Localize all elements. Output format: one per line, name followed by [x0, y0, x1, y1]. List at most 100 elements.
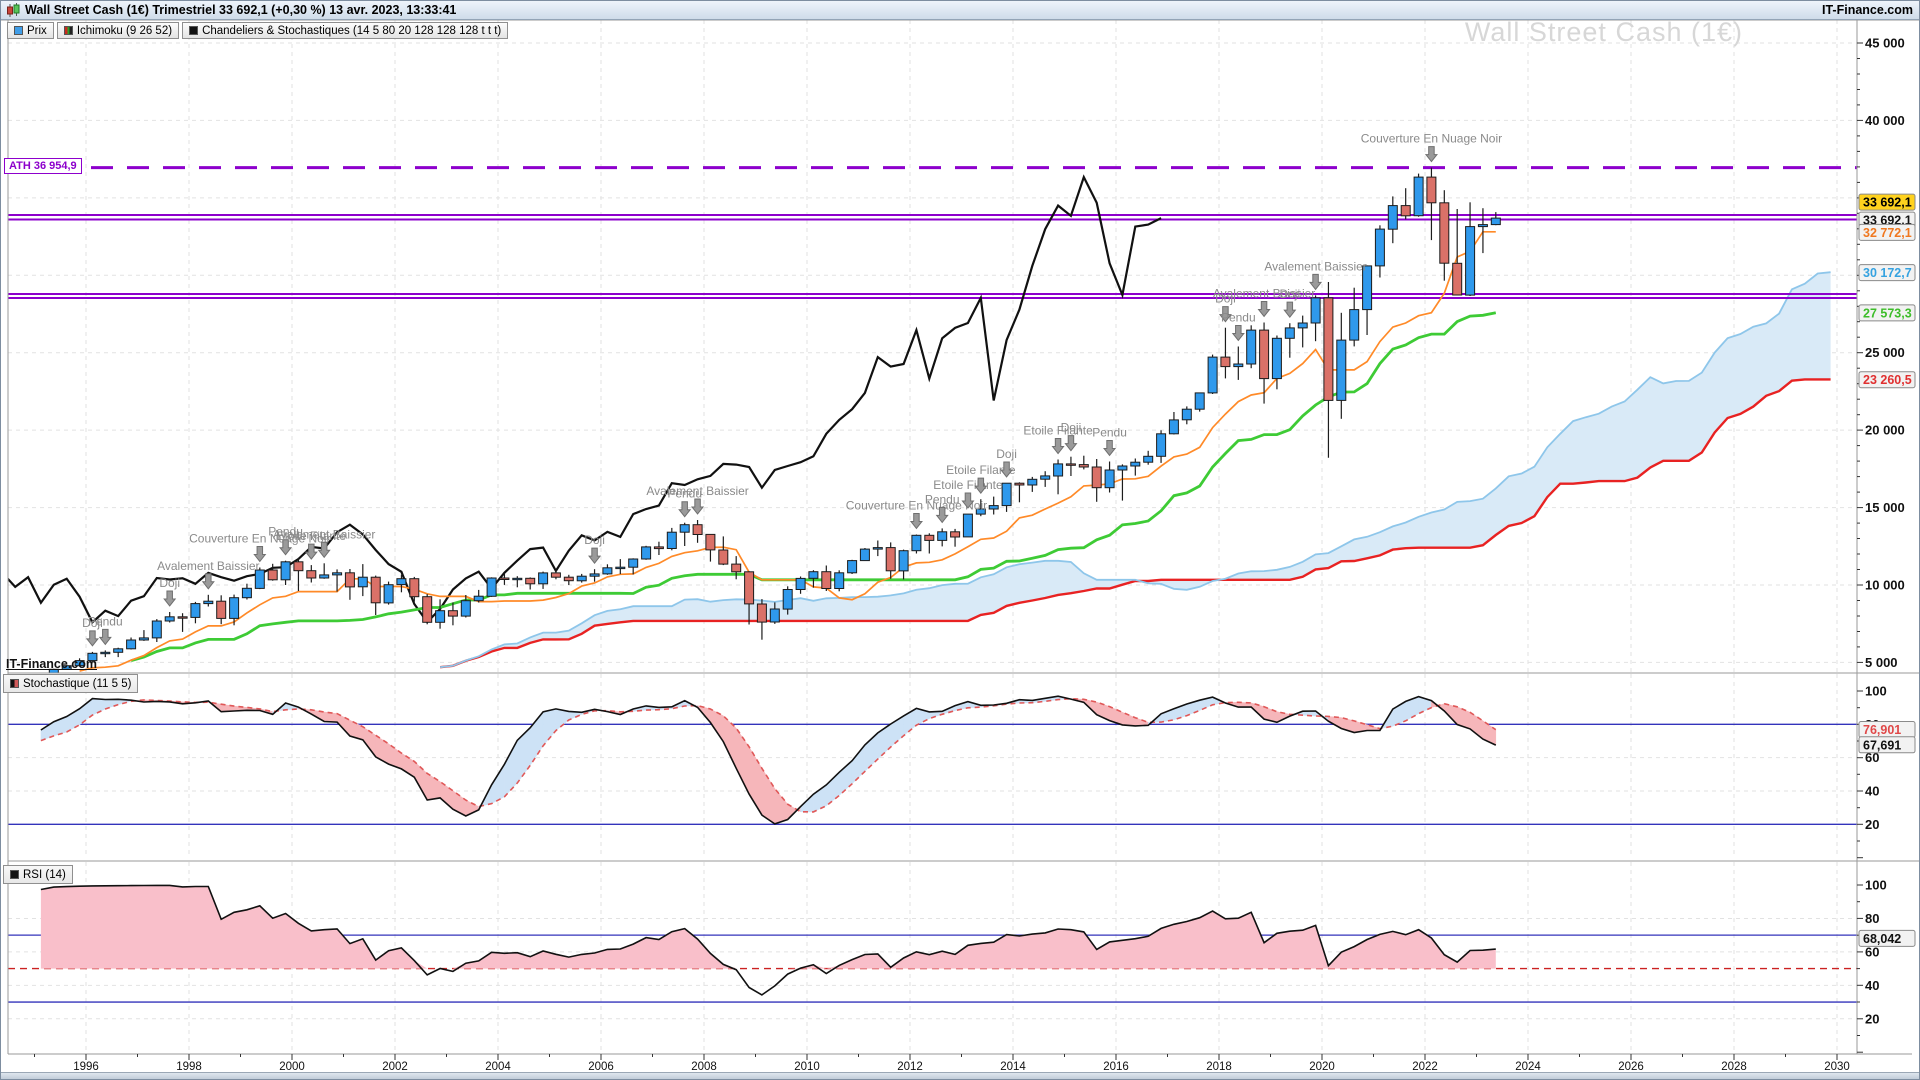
- pattern-arrow-icon: [85, 630, 99, 647]
- senkou-b-line: [439, 378, 1831, 669]
- pattern-arrow-icon: [1218, 306, 1232, 323]
- svg-text:2002: 2002: [382, 1061, 408, 1073]
- svg-text:Couverture En Nuage Noir: Couverture En Nuage Noir: [1361, 132, 1502, 146]
- svg-text:80: 80: [1865, 911, 1879, 926]
- svg-text:Pendu: Pendu: [1092, 425, 1127, 439]
- tab-rsi[interactable]: RSI (14): [3, 865, 73, 884]
- svg-text:33 692,1: 33 692,1: [1863, 196, 1912, 210]
- pattern-arrow-icon: [253, 546, 267, 563]
- tab-ichimoku[interactable]: Ichimoku (9 26 52): [56, 22, 180, 39]
- svg-text:2024: 2024: [1515, 1061, 1541, 1073]
- svg-text:Doji: Doji: [159, 576, 180, 590]
- svg-text:40: 40: [1865, 978, 1879, 993]
- svg-text:Pendu: Pendu: [88, 614, 123, 628]
- tenkan-line: [79, 230, 1496, 672]
- rsi-series-icon: [10, 870, 19, 879]
- itfinance-watermark: IT-Finance.com: [6, 657, 97, 671]
- time-axis: 1996 1998 2000 2002 2004 2006 2008 2010 2012 2014…: [34, 1054, 1850, 1073]
- rsi-fill: [40, 885, 1496, 969]
- pattern-arrow-icon: [317, 541, 331, 559]
- tab-stochastique[interactable]: Stochastique (11 5 5): [3, 674, 139, 693]
- svg-text:Avalement Baissier: Avalement Baissier: [157, 559, 260, 573]
- svg-text:20: 20: [1865, 817, 1879, 832]
- svg-text:100: 100: [1865, 684, 1887, 699]
- pattern-arrow-icon: [1000, 461, 1014, 478]
- svg-text:40: 40: [1865, 784, 1879, 799]
- pattern-arrow-icon: [1064, 435, 1078, 452]
- candles-layer: [48, 167, 1501, 673]
- svg-text:45 000: 45 000: [1865, 36, 1905, 51]
- rsi-line: [40, 884, 1496, 996]
- svg-text:2008: 2008: [691, 1061, 717, 1073]
- footer-strip: [1, 1072, 1919, 1079]
- svg-text:1998: 1998: [176, 1061, 202, 1073]
- axes-layer: 45 000 40 000 25 000 20 000 15 000 10 000 5 00…: [1, 19, 1919, 1055]
- title-bar: Wall Street Cash (1€) Trimestriel 33 692…: [1, 1, 1919, 20]
- svg-text:2016: 2016: [1103, 1061, 1129, 1073]
- svg-text:2004: 2004: [485, 1061, 511, 1073]
- svg-text:Doji: Doji: [82, 616, 103, 630]
- svg-text:Etoile Filante: Etoile Filante: [1023, 424, 1093, 438]
- svg-text:Avalement Baissier: Avalement Baissier: [1264, 259, 1367, 273]
- svg-text:40 000: 40 000: [1865, 113, 1905, 128]
- pattern-arrow-icon: [1103, 439, 1117, 457]
- svg-text:2018: 2018: [1206, 1061, 1232, 1073]
- pattern-arrow-icon: [935, 506, 949, 524]
- stochastic-panel[interactable]: [8, 674, 1857, 858]
- indicator-tabs: Prix Ichimoku (9 26 52) Chandeliers & St…: [7, 22, 509, 39]
- svg-text:Pendu: Pendu: [667, 487, 702, 501]
- ath-label[interactable]: ATH 36 954,9: [4, 158, 82, 174]
- svg-text:Avalement Baissier: Avalement Baissier: [646, 484, 749, 498]
- ichimoku-cloud: [440, 272, 1831, 668]
- candlestick-logo-icon: [7, 2, 20, 17]
- pattern-arrow-icon: [1283, 301, 1297, 318]
- stoch-fill: [40, 695, 1497, 825]
- pattern-arrow-icon: [304, 543, 318, 560]
- svg-text:23 260,5: 23 260,5: [1863, 373, 1912, 387]
- svg-text:2014: 2014: [1000, 1061, 1026, 1073]
- svg-text:Etoile Filante: Etoile Filante: [933, 478, 1003, 492]
- svg-text:5 000: 5 000: [1865, 655, 1898, 670]
- brand-link[interactable]: IT-Finance.com: [1822, 3, 1913, 17]
- svg-text:Avalement Baissier: Avalement Baissier: [273, 527, 376, 541]
- svg-text:2006: 2006: [588, 1061, 614, 1073]
- svg-text:Doji: Doji: [1061, 421, 1082, 435]
- svg-text:67,691: 67,691: [1863, 738, 1901, 752]
- pattern-arrow-icon: [1231, 324, 1245, 342]
- svg-text:Couverture En Nuage Noir: Couverture En Nuage Noir: [189, 532, 330, 546]
- svg-text:100: 100: [1865, 878, 1887, 893]
- svg-text:76,901: 76,901: [1863, 723, 1901, 737]
- rsi-panel[interactable]: [8, 862, 1857, 1054]
- svg-text:2022: 2022: [1412, 1061, 1438, 1073]
- chandeliers-series-icon: [189, 26, 199, 35]
- svg-text:Doji: Doji: [996, 447, 1017, 461]
- svg-text:27 573,3: 27 573,3: [1863, 306, 1912, 320]
- svg-text:Doji: Doji: [584, 533, 605, 547]
- svg-text:Doji: Doji: [1279, 287, 1300, 301]
- svg-text:Etoile Filante: Etoile Filante: [946, 463, 1016, 477]
- pattern-arrow-icon: [279, 539, 293, 556]
- chart-title-watermark: Wall Street Cash (1€): [1464, 17, 1743, 47]
- pattern-arrow-icon: [678, 501, 692, 518]
- chikou-line: [8, 174, 1162, 625]
- stochastique-series-icon: [10, 679, 19, 688]
- svg-text:Doji: Doji: [1215, 292, 1236, 306]
- svg-text:15 000: 15 000: [1865, 500, 1905, 515]
- page-title: Wall Street Cash (1€) Trimestriel 33 692…: [25, 3, 457, 17]
- pattern-arrow-icon: [98, 628, 112, 646]
- pattern-arrow-icon: [588, 547, 602, 564]
- svg-text:2028: 2028: [1721, 1061, 1747, 1073]
- svg-text:2026: 2026: [1618, 1061, 1644, 1073]
- pattern-arrow-icon: [201, 573, 215, 590]
- svg-text:20: 20: [1865, 1011, 1879, 1026]
- tab-chandeliers-stochastiques[interactable]: Chandeliers & Stochastiques (14 5 80 20 …: [182, 22, 509, 39]
- pattern-arrow-icon: [163, 590, 177, 607]
- svg-text:60: 60: [1865, 944, 1879, 959]
- pattern-arrow-icon: [1051, 438, 1065, 455]
- tab-prix[interactable]: Prix: [7, 22, 54, 39]
- svg-text:32 772,1: 32 772,1: [1863, 226, 1912, 240]
